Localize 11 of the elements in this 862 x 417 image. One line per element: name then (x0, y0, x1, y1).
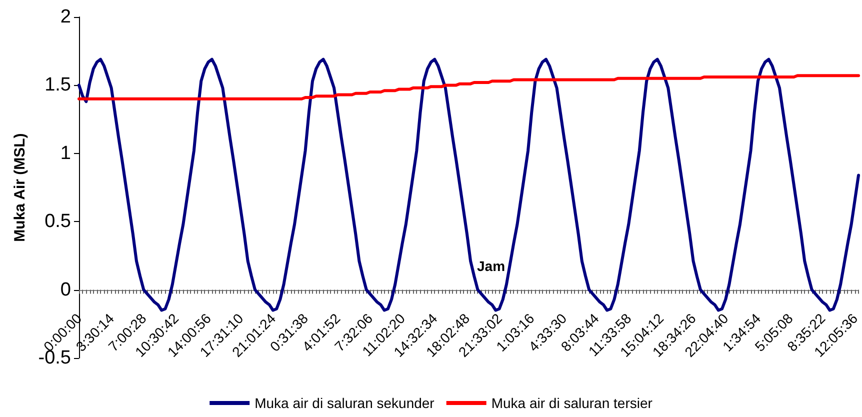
y-tick-label: 0.5 (44, 211, 71, 232)
legend-label: Muka air di saluran tersier (491, 395, 653, 411)
x-axis-title: Jam (477, 258, 506, 274)
y-tick-label: 2 (60, 6, 71, 28)
y-tick-label: 1 (60, 142, 71, 164)
line-series (78, 58, 860, 312)
y-axis-title: Muka Air (MSL) (11, 133, 28, 242)
legend-label: Muka air di saluran sekunder (254, 395, 435, 411)
y-tick-label: 0 (60, 279, 71, 300)
y-tick-label: 1.5 (44, 74, 71, 96)
line-series (78, 74, 860, 100)
